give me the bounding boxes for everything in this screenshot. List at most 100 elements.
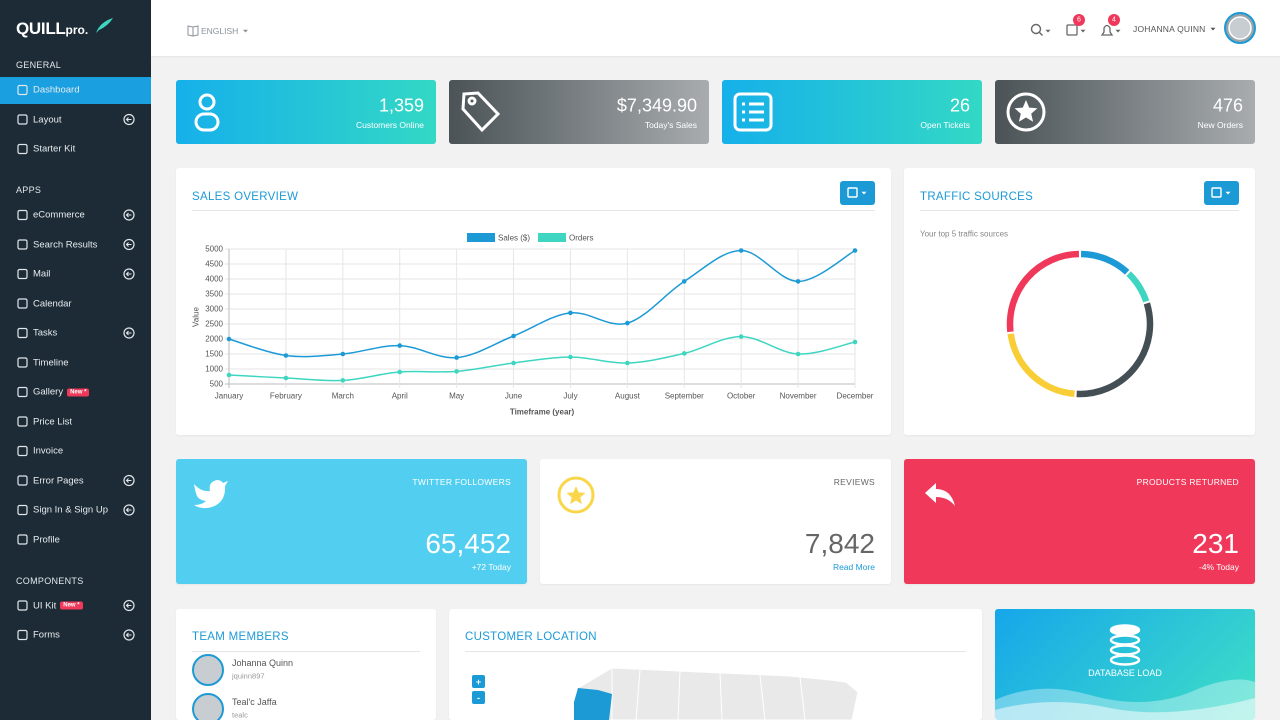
nav-item[interactable]: Starter Kit	[33, 144, 75, 155]
calendar-button[interactable]	[840, 181, 875, 205]
nav-label: Tasks	[33, 327, 58, 339]
location-card	[449, 609, 982, 720]
y-tick-label: 2500	[205, 319, 223, 329]
x-tick-label: October	[726, 391, 756, 401]
x-tick-label: March	[331, 391, 354, 401]
nav-label: Invoice	[33, 445, 64, 457]
nav-item[interactable]: Error Pages	[33, 475, 84, 486]
nav-item[interactable]: Sign In & Sign Up	[33, 505, 108, 516]
widget-value: 65,452	[425, 528, 511, 559]
y-tick-label: 4500	[205, 259, 223, 269]
zoom-label[interactable]: -	[477, 692, 480, 703]
y-axis-label: Value	[191, 307, 201, 327]
card-title: CUSTOMER LOCATION	[465, 631, 597, 643]
stat-card	[722, 80, 982, 144]
logo-name: QUILL	[16, 19, 66, 38]
x-tick-label: May	[449, 391, 465, 401]
widget-title: PRODUCTS RETURNED	[1136, 477, 1239, 487]
y-tick-label: 1000	[205, 364, 223, 374]
x-tick-label: November	[779, 391, 817, 401]
logo: QUILLpro.	[16, 19, 88, 39]
y-tick-label: 4000	[205, 274, 223, 284]
stat-label: Customers Online	[355, 120, 424, 130]
zoom-button[interactable]	[472, 691, 485, 704]
nav-label: Sign In & Sign Up	[33, 504, 108, 516]
nav-label: Timeline	[33, 357, 69, 368]
nav-item[interactable]: Layout	[33, 114, 62, 125]
widget-note: -4% Today	[1198, 562, 1239, 572]
x-axis-label: Timeframe (year)	[509, 407, 575, 417]
nav-label: Forms	[33, 629, 60, 641]
nav-badge: New *	[60, 601, 83, 610]
y-tick-label: 1500	[205, 349, 223, 359]
widget-title: REVIEWS	[833, 477, 875, 487]
nav-item[interactable]: eCommerce	[33, 210, 85, 221]
widget-card	[904, 459, 1255, 584]
x-tick-label: July	[563, 391, 578, 401]
x-tick-label: April	[391, 391, 408, 401]
nav-item[interactable]: Forms	[33, 630, 60, 641]
nav-label: Search Results	[33, 239, 98, 250]
calendar-button[interactable]	[1204, 181, 1239, 205]
card-title: SALES OVERVIEW	[192, 191, 299, 203]
x-tick-label: June	[504, 391, 523, 401]
nav-item[interactable]: Timeline	[33, 357, 69, 368]
stat-label: Open Tickets	[920, 120, 970, 130]
nav-label: UI Kit	[33, 600, 57, 611]
sidebar	[0, 0, 151, 720]
nav-item[interactable]: Calendar	[33, 298, 72, 309]
nav-item[interactable]: Dashboard	[33, 85, 79, 96]
nav-item[interactable]: Price List	[33, 416, 72, 427]
notification-count: 4	[1112, 16, 1116, 24]
nav-item[interactable]: Mail	[33, 269, 50, 280]
widget-card	[176, 459, 527, 584]
zoom-button[interactable]	[472, 675, 485, 688]
nav-item[interactable]: Gallery New *	[33, 386, 90, 398]
nav-label: Gallery	[33, 386, 64, 398]
stat-value: $7,349.90	[616, 95, 697, 116]
notification-count: 6	[1077, 16, 1081, 24]
x-tick-label: August	[614, 391, 640, 401]
widget-note[interactable]: Read More	[832, 562, 875, 572]
nav-label: Mail	[33, 268, 51, 280]
nav-item[interactable]: UI Kit New *	[33, 600, 83, 611]
legend-label: Orders	[569, 233, 594, 243]
stat-value: 1,359	[378, 95, 424, 116]
nav-label: Price List	[33, 416, 73, 427]
x-tick-label: January	[214, 391, 244, 401]
nav-badge: New *	[67, 388, 90, 396]
y-tick-label: 3500	[205, 289, 223, 299]
y-tick-label: 500	[209, 379, 223, 389]
member-username: tealc	[232, 710, 248, 720]
legend-label: Sales ($)	[498, 233, 531, 243]
member-name: Johanna Quinn	[232, 658, 294, 668]
user-name[interactable]: JOHANNA QUINN	[1133, 24, 1206, 34]
nav-label: Calendar	[33, 298, 72, 309]
nav-item[interactable]: Search Results	[33, 239, 97, 250]
nav-label: Error Pages	[33, 475, 84, 486]
nav-label: Layout	[33, 114, 62, 125]
language[interactable]: ENGLISH	[201, 26, 239, 36]
y-tick-label: 5000	[205, 244, 223, 254]
card-title: TEAM MEMBERS	[192, 631, 289, 643]
stat-value: 26	[949, 95, 970, 116]
logo-suffix: pro.	[65, 23, 89, 37]
zoom-label[interactable]: +	[475, 676, 482, 687]
stat-value: 476	[1212, 95, 1243, 116]
card-title: TRAFFIC SOURCES	[920, 191, 1034, 203]
team-card	[176, 609, 436, 720]
card-title: DATABASE LOAD	[1088, 668, 1162, 678]
nav-item[interactable]: Profile	[33, 534, 60, 545]
y-tick-label: 2000	[205, 334, 223, 344]
nav-section-title: APPS	[16, 185, 42, 195]
nav-item[interactable]: Invoice	[33, 446, 63, 457]
widget-value: 7,842	[804, 528, 875, 559]
widget-note: +72 Today	[471, 562, 511, 572]
widget-value: 231	[1192, 528, 1239, 559]
stat-card	[176, 80, 436, 144]
database-card	[995, 609, 1255, 720]
y-tick-label: 3000	[205, 304, 223, 314]
x-tick-label: December	[836, 391, 874, 401]
nav-item[interactable]: Tasks	[33, 328, 57, 339]
